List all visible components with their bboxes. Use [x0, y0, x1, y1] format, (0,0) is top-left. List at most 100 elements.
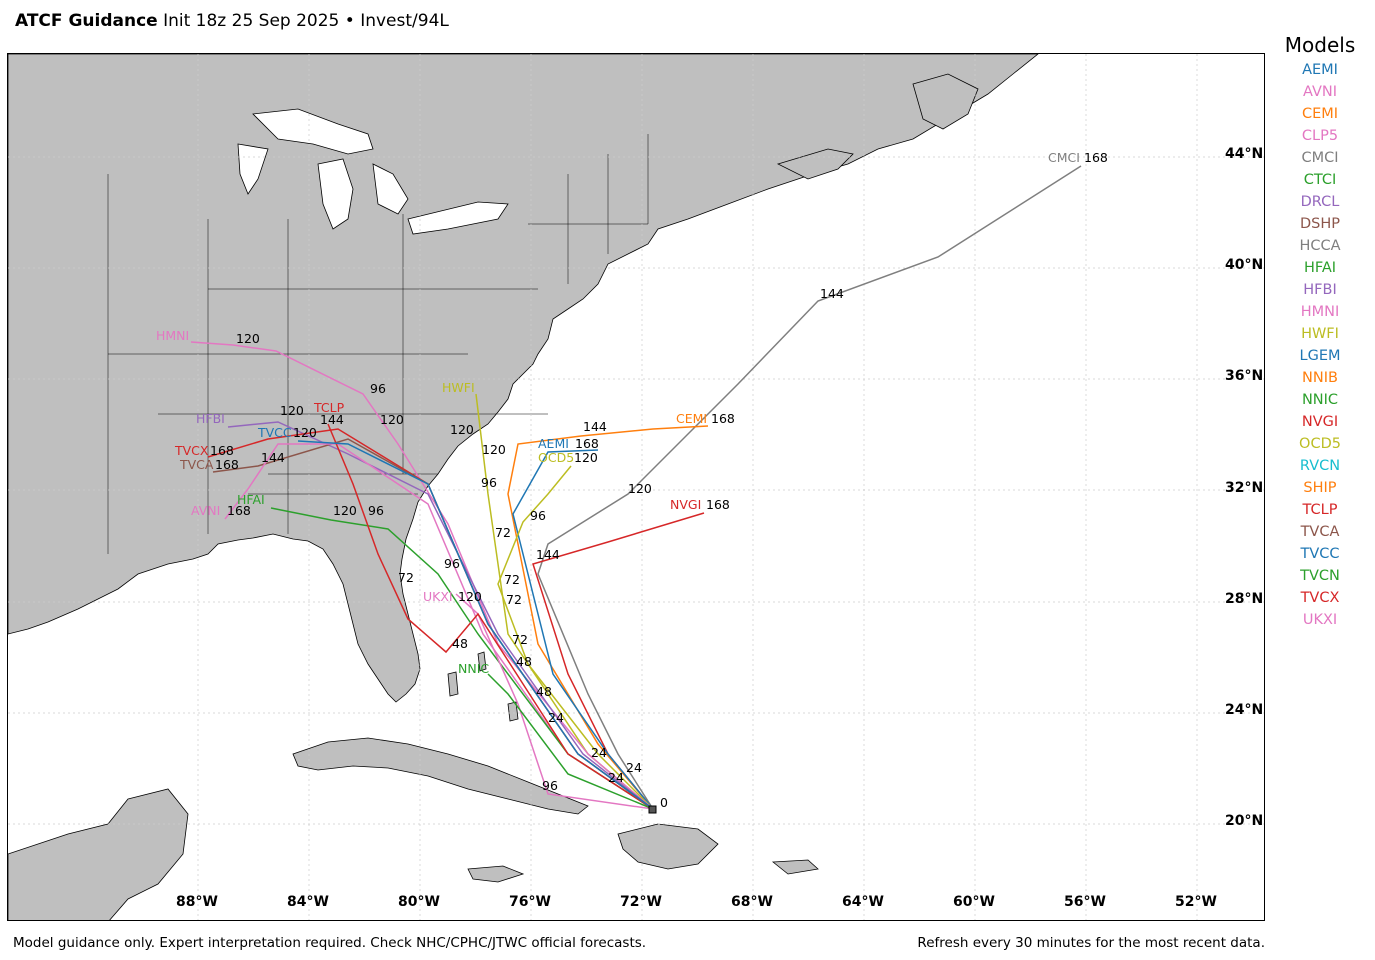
ocd5-120-label: 120: [574, 450, 598, 465]
tclp-120-label: 120: [380, 412, 404, 427]
refresh-note: Refresh every 30 minutes for the most re…: [917, 935, 1265, 951]
land-layer: [8, 54, 1039, 920]
legend-item-nvgi[interactable]: NVGI: [1301, 414, 1339, 430]
hmni-96-label: 96: [370, 381, 386, 396]
tvca-144-label: 144: [261, 450, 285, 465]
legend-item-hfbi[interactable]: HFBI: [1303, 282, 1337, 298]
lat-label-24n: 24°N: [1225, 702, 1264, 718]
cmci-name-label: CMCI: [1048, 150, 1080, 165]
land-newfoundland: [912, 73, 979, 130]
init-position-marker: [648, 805, 657, 814]
legend-item-dshp[interactable]: DSHP: [1299, 216, 1341, 232]
lon-label-68w: 68°W: [731, 894, 773, 910]
lat-label-36n: 36°N: [1225, 368, 1264, 384]
lon-label-60w: 60°W: [953, 894, 995, 910]
legend-item-ocd5[interactable]: OCD5: [1299, 436, 1341, 452]
land-cuba: [292, 737, 589, 815]
init-label: 0: [660, 795, 668, 810]
ukxi-name-label: UKXI: [423, 589, 453, 604]
misc-label-10: 24: [591, 745, 607, 760]
misc-label-7: 48: [516, 654, 532, 669]
legend-item-tvca[interactable]: TVCA: [1300, 524, 1340, 540]
legend-item-nnib[interactable]: NNIB: [1302, 370, 1338, 386]
misc-label-4: 72: [504, 572, 520, 587]
legend-item-ship[interactable]: SHIP: [1303, 480, 1337, 496]
aemi-168-label: 168: [575, 436, 599, 451]
cemi-144-label: 144: [583, 419, 607, 434]
legend-item-ctci[interactable]: CTCI: [1303, 172, 1337, 188]
lon-label-56w: 56°W: [1064, 894, 1106, 910]
model-tracks: [190, 165, 1082, 810]
legend-item-aemi[interactable]: AEMI: [1302, 62, 1338, 78]
track-tclp: [327, 423, 654, 810]
misc-label-11: 24: [626, 760, 642, 775]
lon-label-64w: 64°W: [842, 894, 884, 910]
page-subtitle: Init 18z 25 Sep 2025 • Invest/94L: [163, 11, 449, 31]
misc-label-5: 72: [506, 592, 522, 607]
hfai-96-label: 96: [368, 503, 384, 518]
legend-item-cemi[interactable]: CEMI: [1301, 106, 1339, 122]
avni-168-label: 168: [227, 503, 251, 518]
disclaimer-text: Model guidance only. Expert interpretati…: [13, 935, 647, 951]
lat-label-44n: 44°N: [1225, 146, 1264, 162]
nvgi-168-label: 168: [706, 497, 730, 512]
guidance-map[interactable]: 0 CMCI 168 144 120 NVGI 168 144 CEMI 168…: [7, 53, 1265, 921]
misc-label-15: 72: [495, 525, 511, 540]
lon-label-76w: 76°W: [509, 894, 551, 910]
legend-item-drcl[interactable]: DRCL: [1300, 194, 1340, 210]
legend-item-ukxi[interactable]: UKXI: [1302, 612, 1338, 628]
cmci-120-label: 120: [628, 481, 652, 496]
land-jamaica: [467, 865, 525, 883]
legend-item-hmni[interactable]: HMNI: [1300, 304, 1340, 320]
lat-label-40n: 40°N: [1225, 257, 1264, 273]
legend-item-nnic[interactable]: NNIC: [1301, 392, 1339, 408]
legend-item-hcca[interactable]: HCCA: [1299, 238, 1341, 254]
state-borders: [107, 134, 649, 554]
ocd5-name-label: OCD5: [538, 450, 574, 465]
legend-item-cmci[interactable]: CMCI: [1301, 150, 1339, 166]
legend-item-hwfi[interactable]: HWFI: [1301, 326, 1339, 342]
page-header: ATCF Guidance Init 18z 25 Sep 2025 • Inv…: [15, 11, 449, 31]
track-hmni: [190, 341, 654, 810]
tvcc-name-label: TVCC: [257, 425, 292, 440]
tvcx-168-label: 168: [210, 443, 234, 458]
legend-item-lgem[interactable]: LGEM: [1299, 348, 1341, 364]
legend-item-tvcx[interactable]: TVCX: [1300, 590, 1340, 606]
lon-label-72w: 72°W: [620, 894, 662, 910]
great-lakes: [237, 108, 509, 235]
misc-label-0: 120: [450, 422, 474, 437]
lon-label-52w: 52°W: [1175, 894, 1217, 910]
tvcc-120-label: 120: [293, 425, 317, 440]
track-cmci: [537, 165, 1082, 810]
models-legend: Models AEMI AVNI CEMI CLP5 CMCI CTCI DRCL DSHP H…: [1275, 33, 1365, 631]
aemi-name-label: AEMI: [538, 436, 569, 451]
land-puerto-rico: [771, 859, 819, 875]
hfai-120-label: 120: [333, 503, 357, 518]
legend-item-tclp[interactable]: TCLP: [1302, 502, 1338, 518]
hfai-name-label: HFAI: [237, 492, 265, 507]
hfbi-name-label: HFBI: [196, 411, 225, 426]
legend-item-tvcn[interactable]: TVCN: [1300, 568, 1340, 584]
lat-label-28n: 28°N: [1225, 591, 1264, 607]
misc-label-14: 96: [481, 475, 497, 490]
legend-item-tvcc[interactable]: TVCC: [1300, 546, 1340, 562]
track-ukxi: [455, 593, 654, 810]
lat-label-32n: 32°N: [1225, 480, 1264, 496]
misc-label-2: 96: [444, 556, 460, 571]
land-yucatan: [8, 788, 189, 920]
legend-item-rvcn[interactable]: RVCN: [1299, 458, 1341, 474]
track-labels: 0 CMCI 168 144 120 NVGI 168 144 CEMI 168…: [156, 150, 1108, 810]
map-canvas: 0 CMCI 168 144 120 NVGI 168 144 CEMI 168…: [8, 54, 1264, 920]
cmci-168-label: 168: [1084, 150, 1108, 165]
legend-title: Models: [1284, 33, 1356, 57]
lon-label-88w: 88°W: [176, 894, 218, 910]
tvca-name-label: TVCA: [179, 457, 214, 472]
lon-label-84w: 84°W: [287, 894, 329, 910]
hmni-120-label: 120: [236, 331, 260, 346]
legend-item-clp5[interactable]: CLP5: [1301, 128, 1339, 144]
misc-label-3: 72: [398, 570, 414, 585]
legend-item-avni[interactable]: AVNI: [1302, 84, 1338, 100]
cemi-name-label: CEMI: [676, 411, 707, 426]
hwfi-name-label: HWFI: [442, 380, 475, 395]
legend-item-hfai[interactable]: HFAI: [1303, 260, 1337, 276]
